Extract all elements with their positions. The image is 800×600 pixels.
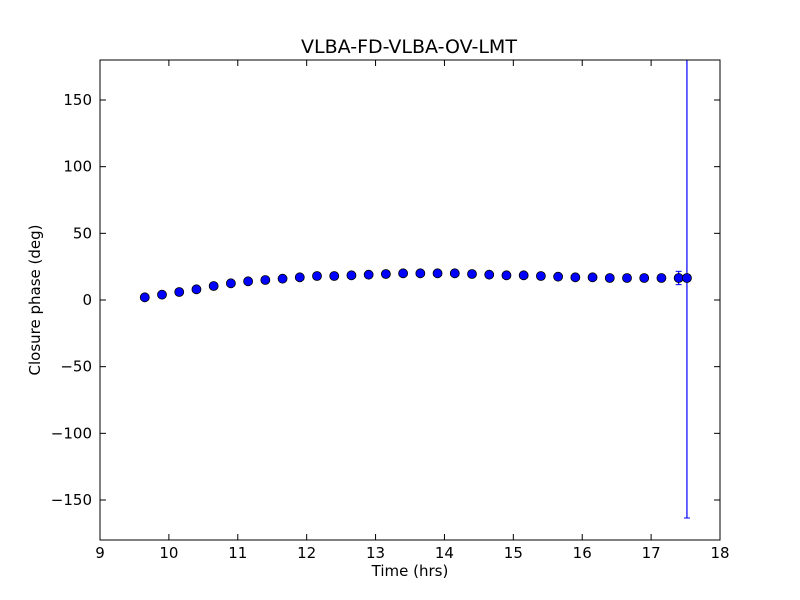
x-tick-label: 16 — [573, 544, 592, 562]
plot-area — [139, 60, 692, 519]
y-tick-label: 0 — [82, 291, 92, 309]
y-tick-label: 150 — [63, 91, 92, 109]
data-point — [346, 270, 357, 281]
x-tick-label: 18 — [710, 544, 729, 562]
data-point — [208, 281, 219, 291]
data-point — [467, 269, 477, 279]
y-axis-label: Closure phase (deg) — [26, 225, 44, 376]
data-point — [174, 287, 185, 297]
data-point — [622, 273, 632, 283]
plot-frame — [99, 59, 721, 541]
x-tick-label: 13 — [366, 544, 385, 562]
x-tick-label: 9 — [95, 544, 105, 562]
x-axis-label: Time (hrs) — [371, 562, 449, 580]
data-point — [553, 271, 564, 282]
data-point — [380, 269, 391, 279]
data-point — [139, 292, 150, 303]
data-point — [484, 269, 495, 280]
data-point — [415, 268, 426, 279]
x-tick-label: 12 — [297, 544, 316, 562]
data-point — [501, 270, 512, 281]
x-tick-label: 10 — [159, 544, 178, 562]
y-tick-label: 100 — [63, 158, 92, 176]
data-point — [639, 273, 650, 283]
data-point — [535, 271, 546, 281]
data-point — [329, 271, 340, 281]
y-tick-label: −100 — [51, 424, 92, 442]
data-point — [449, 268, 460, 279]
data-point — [587, 272, 598, 283]
data-point — [225, 278, 236, 289]
y-tick-label: 50 — [73, 224, 92, 242]
data-point — [398, 268, 409, 279]
data-point — [191, 284, 202, 295]
data-point — [682, 273, 692, 283]
chart-title: VLBA-FD-VLBA-OV-LMT — [301, 36, 517, 58]
data-point — [673, 273, 684, 283]
data-point — [432, 268, 443, 279]
data-point — [157, 289, 167, 300]
x-tick-label: 17 — [642, 544, 661, 562]
x-tick-label: 15 — [504, 544, 523, 562]
x-tick-label: 14 — [435, 544, 454, 562]
y-tick-label: −50 — [60, 358, 92, 376]
x-tick-label: 11 — [228, 544, 247, 562]
data-point — [312, 271, 322, 281]
data-point — [604, 273, 615, 283]
y-tick-label: −150 — [51, 491, 92, 509]
data-point — [294, 272, 305, 283]
axis-ticks: 9 10 11 12 13 14 15 16 17 18 −150 −100 −50 0 50 100 150 — [51, 60, 730, 562]
data-point — [570, 272, 581, 283]
data-point — [243, 276, 254, 287]
data-point — [363, 269, 374, 280]
data-point — [277, 273, 288, 284]
data-point — [656, 273, 667, 283]
data-point — [260, 275, 271, 285]
data-point — [518, 270, 529, 281]
